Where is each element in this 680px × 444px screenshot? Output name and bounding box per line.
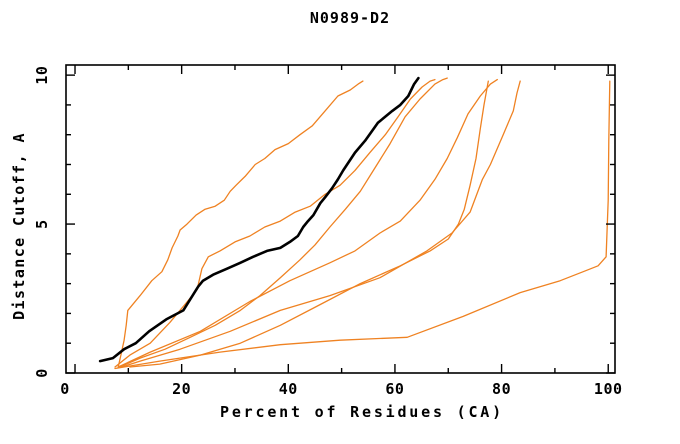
x-tick-label: 20 (172, 380, 191, 398)
series-model-4 (129, 80, 489, 368)
x-tick-label: 60 (385, 380, 404, 398)
series-model-7 (114, 80, 611, 370)
tick-labels: 0 20 40 60 80 100 0 5 10 (33, 66, 623, 398)
x-axis-label: Percent of Residues (CA) (220, 403, 504, 421)
y-tick-label: 0 (33, 368, 51, 378)
series-model-6 (121, 80, 521, 368)
plot-frame (65, 64, 616, 374)
x-tick-label: 80 (492, 380, 511, 398)
series-model-1 (117, 80, 364, 368)
x-tick-label: 100 (594, 380, 623, 398)
series-model-3 (119, 77, 448, 368)
series-model-2 (114, 78, 436, 368)
series-model-5 (117, 78, 498, 368)
x-tick-label: 0 (60, 380, 70, 398)
data-series (98, 76, 611, 370)
series-reference (98, 76, 420, 363)
y-tick-label: 10 (33, 66, 51, 85)
chart-title: N0989-D2 (310, 9, 390, 27)
y-tick-label: 5 (33, 219, 51, 229)
plot-border (65, 64, 616, 374)
y-axis-label: Distance Cutoff, A (10, 132, 28, 320)
x-tick-label: 40 (279, 380, 298, 398)
